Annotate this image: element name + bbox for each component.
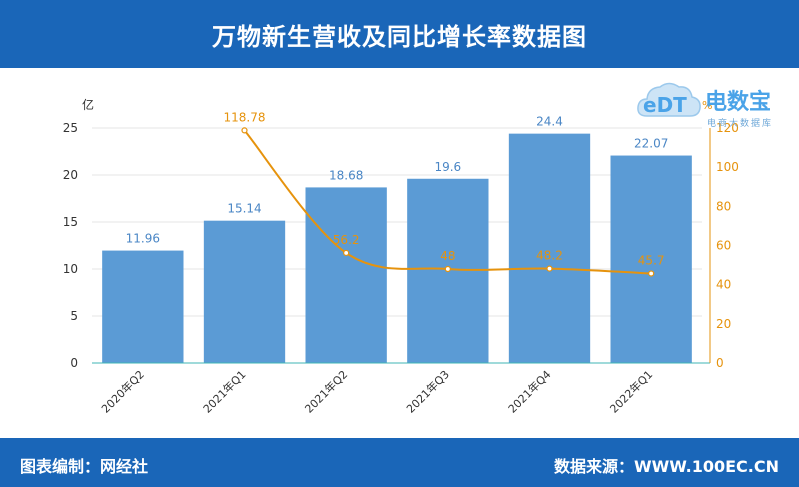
- y-left-tick-label: 10: [63, 262, 78, 276]
- footer-credit: 图表编制：网经社: [20, 457, 149, 476]
- line-point: [241, 127, 248, 134]
- x-tick-label: 2021年Q1: [200, 367, 249, 416]
- y-right-tick-label: 80: [716, 199, 731, 213]
- bar-value-label: 18.68: [329, 168, 363, 182]
- bar-value-label: 11.96: [126, 232, 160, 246]
- chart-svg: 0 5 10 15 20 25 亿 0 20 40 60 80 100 120% 11.96 15.14 18.…: [63, 97, 739, 416]
- x-tick-label: 2022年Q1: [607, 367, 656, 416]
- cloud-logo-icon: eDT: [637, 82, 701, 117]
- bar-value-label: 24.4: [536, 115, 563, 129]
- logo-brand: 电数宝: [705, 90, 772, 115]
- y-right-tick-label: 60: [716, 239, 731, 253]
- y-left-unit: 亿: [82, 97, 94, 112]
- line-point: [343, 249, 350, 257]
- line-value-label: 118.78: [224, 110, 266, 124]
- y-left-tick-label: 5: [70, 309, 78, 323]
- y-left-tick-label: 15: [63, 215, 78, 229]
- x-tick-label: 2021年Q3: [403, 367, 452, 416]
- bar: [102, 250, 184, 363]
- footer-source: 数据来源：WWW.100EC.CN: [553, 457, 779, 476]
- line-value-label: 48.2: [536, 249, 563, 263]
- bar: [203, 220, 286, 363]
- y-left-tick-label: 25: [63, 121, 78, 135]
- y-right-tick-label: 0: [716, 356, 724, 370]
- x-tick-label: 2021年Q2: [302, 367, 351, 416]
- line-value-label: 48: [440, 249, 455, 263]
- y-right-tick-label: 40: [716, 278, 731, 292]
- page-title: 万物新生营收及同比增长率数据图: [212, 22, 587, 51]
- y-right-unit: %: [702, 99, 712, 112]
- bar: [508, 133, 591, 363]
- y-left-tick-label: 20: [63, 168, 78, 182]
- bar-value-label: 22.07: [634, 137, 668, 151]
- header-bar: 万物新生营收及同比增长率数据图: [0, 0, 799, 68]
- line-point: [444, 265, 451, 273]
- y-left-tick-label: 0: [70, 356, 78, 370]
- bar: [610, 155, 692, 363]
- y-right-tick-label: 100: [716, 160, 739, 174]
- bar-value-label: 15.14: [227, 202, 261, 216]
- line-point: [648, 270, 655, 277]
- x-tick-label: 2021年Q4: [505, 367, 554, 416]
- y-right-tick-label: 120: [716, 121, 739, 135]
- y-right-tick-label: 20: [716, 317, 731, 331]
- logo: eDT 电数宝 电商大数据库: [633, 76, 793, 132]
- logo-subtitle: 电商大数据库: [707, 119, 774, 129]
- logo-mark: eDT: [643, 93, 687, 117]
- bar-value-label: 19.6: [434, 160, 461, 174]
- line-value-label: 45.7: [638, 254, 665, 268]
- line-point: [546, 265, 553, 272]
- line-value-label: 56.2: [333, 233, 360, 247]
- bar: [305, 187, 387, 363]
- x-tick-label: 2020年Q2: [98, 367, 147, 416]
- footer-bar: 图表编制：网经社 数据来源：WWW.100EC.CN: [0, 438, 799, 487]
- chart-area: 0 5 10 15 20 25 亿 0 20 40 60 80 100 120% 11.96 15.14 18.…: [0, 68, 799, 438]
